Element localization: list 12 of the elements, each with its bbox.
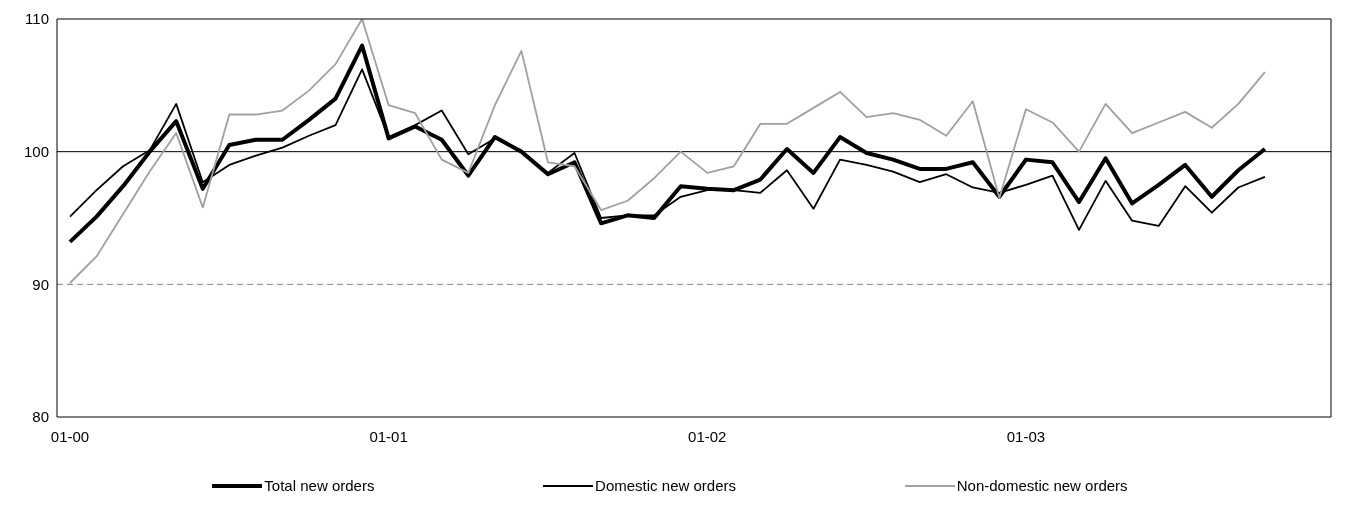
legend-label: Non-domestic new orders xyxy=(956,477,1128,494)
x-tick-label: 01-02 xyxy=(688,427,727,445)
y-tick-label: 80 xyxy=(32,408,49,426)
line-series xyxy=(69,19,1266,284)
x-tick-label: 01-00 xyxy=(50,427,90,445)
legend-label: Domestic new orders xyxy=(595,477,736,494)
x-tick-label: 01-03 xyxy=(1006,427,1046,445)
y-tick-label: 110 xyxy=(25,10,49,28)
y-tick-label: 90 xyxy=(32,275,49,293)
x-tick-label: 01-01 xyxy=(369,427,408,445)
legend-label: Total new orders xyxy=(264,477,375,494)
y-tick-label: 100 xyxy=(23,142,49,160)
